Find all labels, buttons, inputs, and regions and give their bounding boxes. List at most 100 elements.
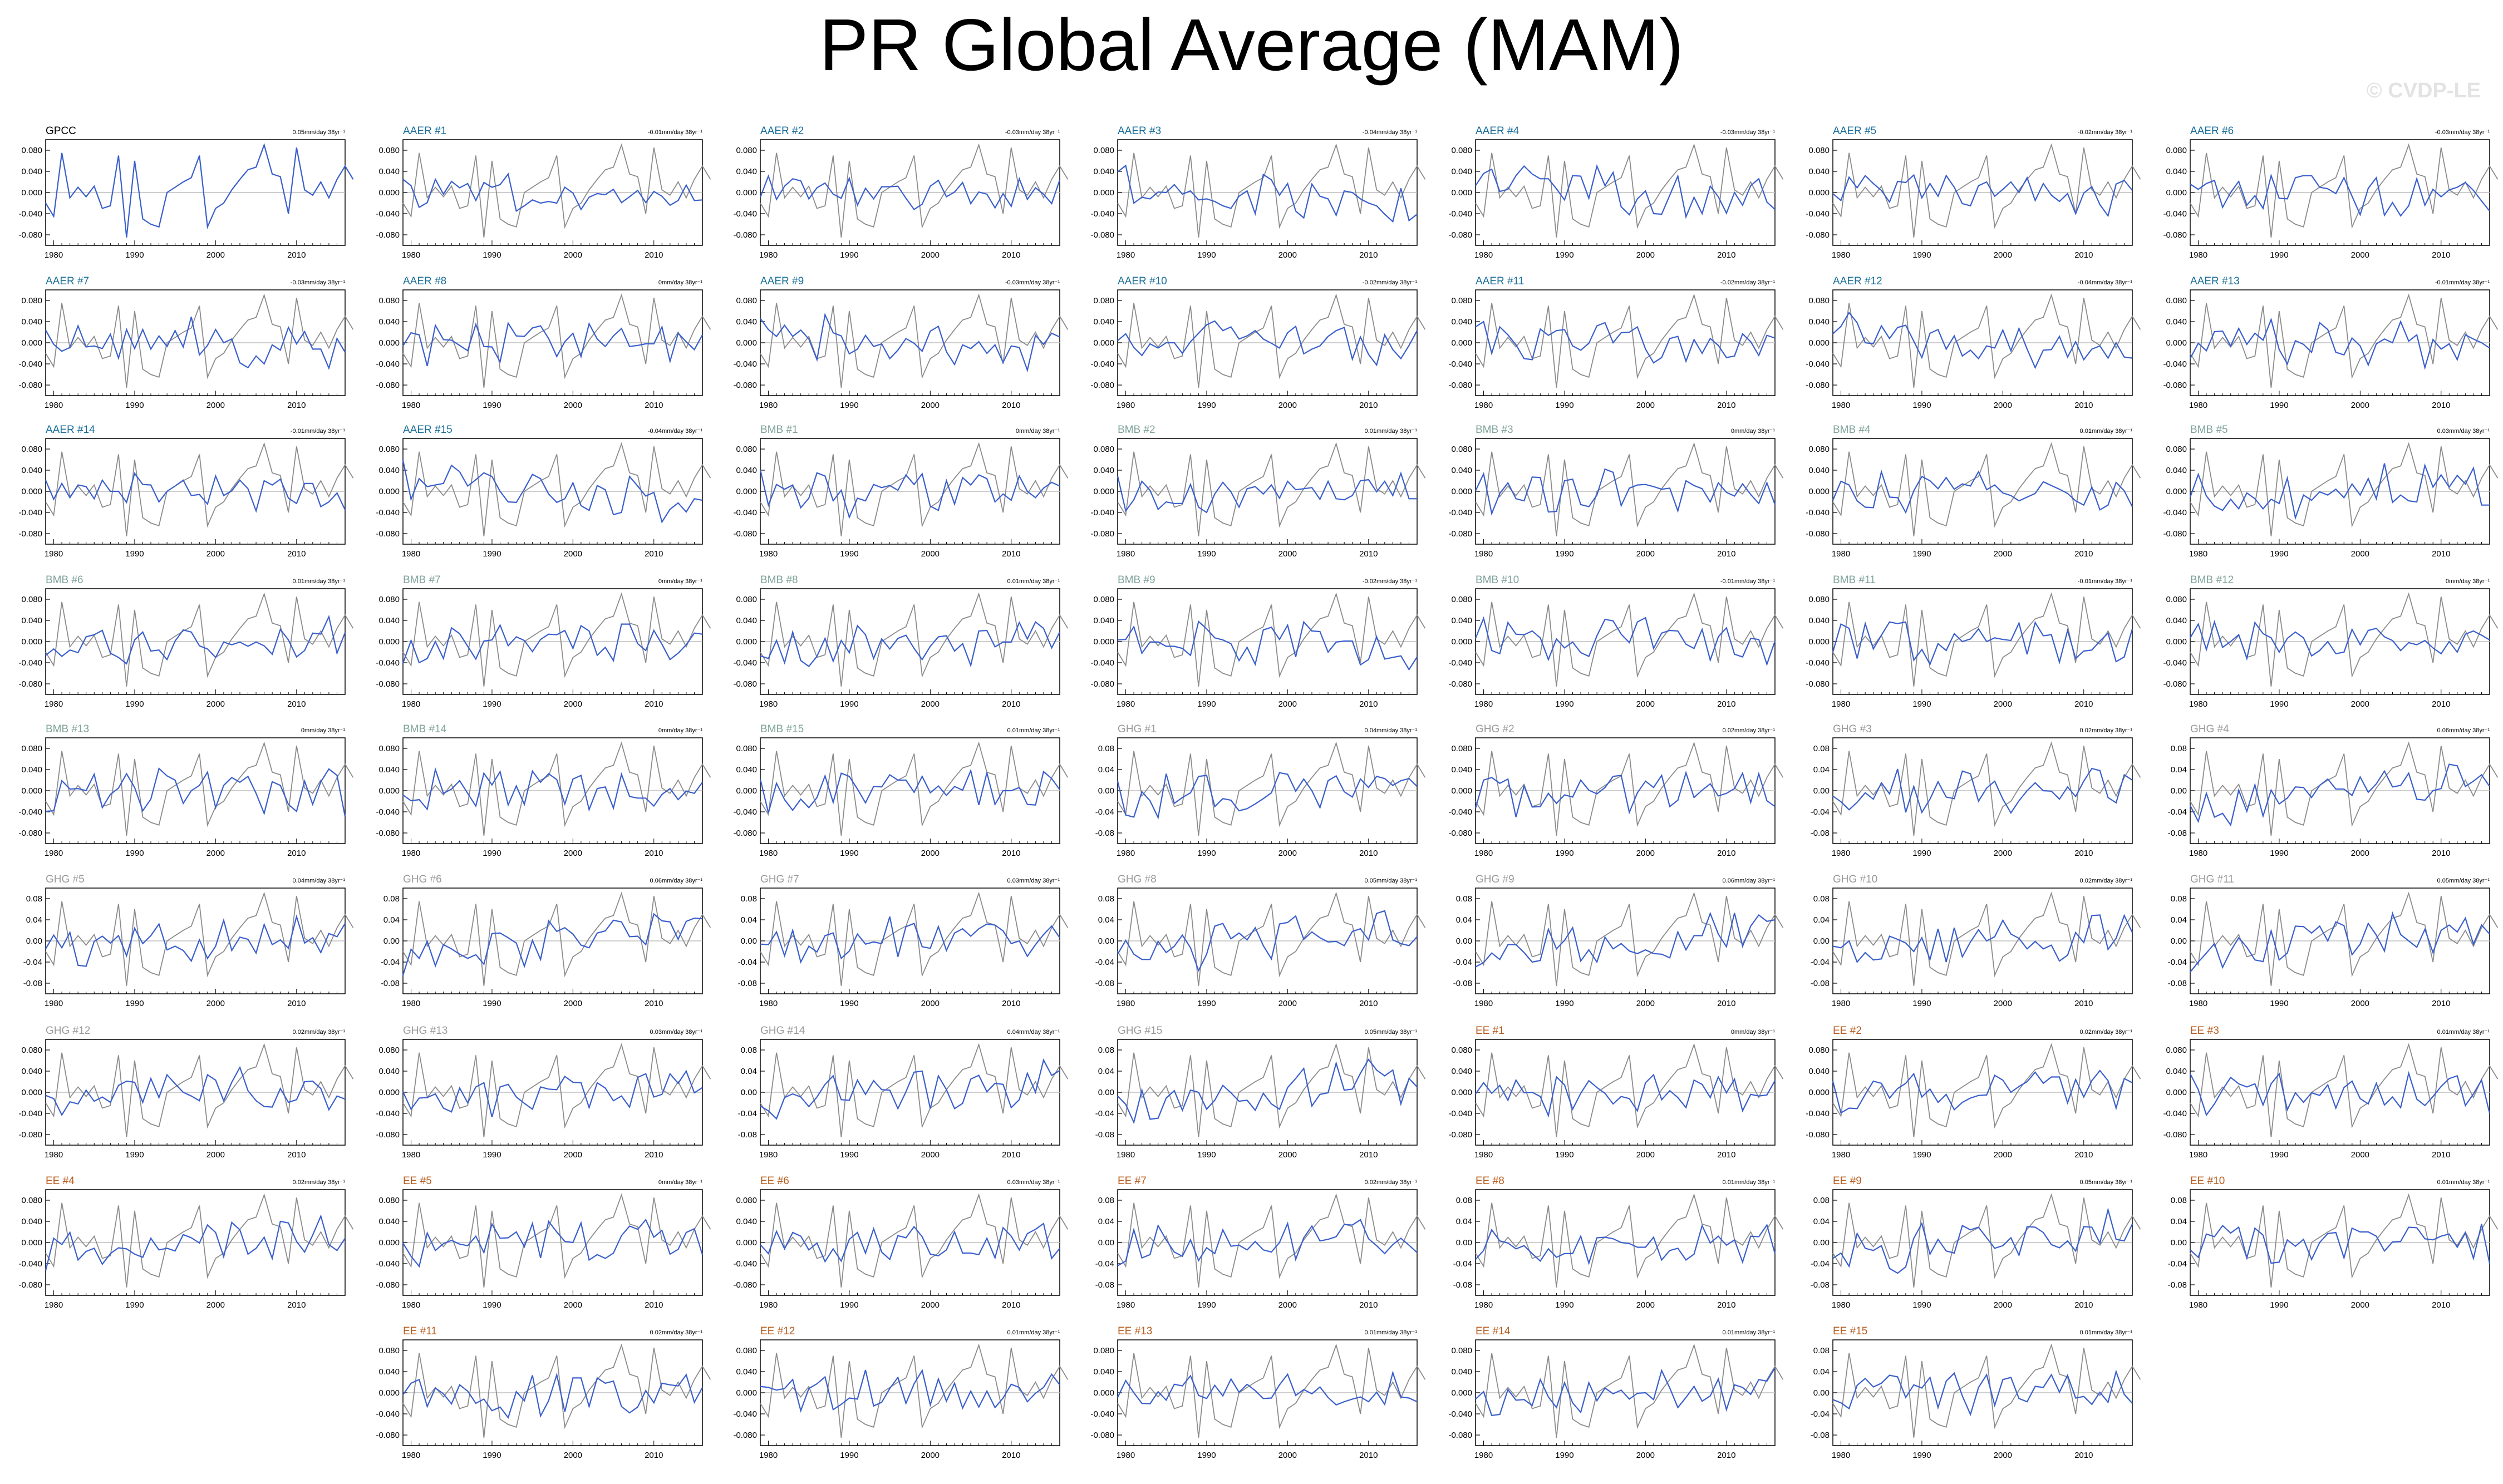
panel-trend-label: -0.02mm/day 38yr⁻¹ — [1720, 279, 1775, 286]
y-tick-label: -0.080 — [376, 829, 400, 838]
x-tick-label: 1990 — [840, 999, 858, 1008]
panel-ee-2: EE #2 0.02mm/day 38yr⁻¹ 0.080 0.040 0.000 -0.… — [1806, 1025, 2141, 1160]
y-tick-label: 0.040 — [1451, 1367, 1472, 1377]
x-tick-label: 2010 — [2432, 1300, 2450, 1310]
x-tick-label: 1990 — [840, 699, 858, 709]
x-tick-label: 2000 — [921, 999, 940, 1008]
y-tick-label: 0.080 — [1808, 595, 1830, 604]
y-tick-label: -0.040 — [2163, 508, 2187, 517]
x-tick-label: 1980 — [1474, 699, 1493, 709]
panel-trend-label: -0.01mm/day 38yr⁻¹ — [291, 428, 345, 435]
series-line-member — [1475, 321, 1776, 364]
x-tick-label: 2010 — [1717, 250, 1735, 260]
x-tick-label: 2010 — [1002, 250, 1020, 260]
y-tick-label: -0.080 — [1090, 1431, 1114, 1440]
y-tick-label: 0.040 — [21, 765, 42, 775]
series-line-observed — [1475, 592, 1784, 687]
x-tick-label: 2000 — [921, 1150, 940, 1160]
y-tick-label: -0.080 — [376, 1280, 400, 1290]
y-tick-label: 0.000 — [21, 1238, 42, 1248]
panel-ghg-13: GHG #13 0.03mm/day 38yr⁻¹ 0.080 0.040 0.000 -… — [376, 1025, 711, 1160]
panel-aaer-4: AAER #4 -0.03mm/day 38yr⁻¹ 0.080 0.040 0.000… — [1448, 125, 1784, 260]
series-line-observed — [2190, 891, 2499, 986]
y-tick-label: -0.04 — [1453, 958, 1472, 967]
panel-trend-label: 0.03mm/day 38yr⁻¹ — [1007, 1179, 1060, 1186]
x-tick-label: 1990 — [1197, 549, 1216, 559]
panel-trend-label: 0.06mm/day 38yr⁻¹ — [1723, 877, 1776, 884]
series-line-member — [402, 913, 703, 976]
x-tick-label: 2010 — [2074, 849, 2093, 858]
x-tick-label: 1990 — [1197, 849, 1216, 858]
y-tick-label: -0.040 — [1090, 658, 1114, 668]
x-tick-label: 1980 — [759, 401, 778, 410]
panel-bmb-6: BMB #6 0.01mm/day 38yr⁻¹ 0.080 0.040 0.000 -0… — [18, 574, 354, 709]
x-tick-label: 2000 — [1278, 849, 1297, 858]
x-tick-label: 1990 — [1912, 549, 1931, 559]
series-line-observed — [1475, 891, 1784, 986]
x-tick-label: 2000 — [206, 999, 225, 1008]
y-tick-label: 0.000 — [736, 188, 757, 198]
y-tick-label: 0.00 — [26, 936, 42, 946]
panel-title: GHG #1 — [1118, 723, 1157, 735]
y-tick-label: -0.040 — [376, 1109, 400, 1118]
y-tick-label: 0.080 — [378, 146, 400, 155]
x-tick-label: 1980 — [759, 1451, 778, 1460]
y-tick-label: 0.000 — [1451, 188, 1472, 198]
panel-trend-label: -0.02mm/day 38yr⁻¹ — [1363, 279, 1417, 286]
x-tick-label: 2010 — [2074, 999, 2093, 1008]
x-tick-label: 1990 — [1912, 849, 1931, 858]
y-tick-label: 0.040 — [2166, 167, 2187, 176]
panel-bmb-2: BMB #2 0.01mm/day 38yr⁻¹ 0.080 0.040 0.000 -0… — [1090, 424, 1426, 559]
x-tick-label: 1990 — [840, 401, 858, 410]
y-tick-label: 0.08 — [1813, 744, 1830, 753]
y-tick-label: -0.080 — [1806, 529, 1830, 539]
x-tick-label: 2000 — [921, 1451, 940, 1460]
x-tick-label: 2010 — [1359, 699, 1378, 709]
x-tick-label: 1980 — [2189, 1150, 2207, 1160]
x-tick-label: 2010 — [1002, 1451, 1020, 1460]
panel-trend-label: 0.05mm/day 38yr⁻¹ — [1365, 1029, 1418, 1036]
x-tick-label: 2000 — [2351, 250, 2369, 260]
x-tick-label: 2000 — [1636, 401, 1655, 410]
x-tick-label: 2010 — [1717, 699, 1735, 709]
x-tick-label: 2000 — [2351, 699, 2369, 709]
series-line-observed — [760, 1043, 1069, 1137]
x-tick-label: 2010 — [645, 699, 663, 709]
x-tick-label: 2010 — [287, 999, 306, 1008]
x-tick-label: 2010 — [287, 549, 306, 559]
y-tick-label: -0.08 — [1453, 1280, 1472, 1290]
series-line-member — [760, 1222, 1060, 1263]
series-line-member — [45, 1066, 346, 1117]
y-tick-label: 0.040 — [1093, 466, 1114, 475]
x-tick-label: 1980 — [1832, 1451, 1850, 1460]
x-tick-label: 2000 — [564, 999, 582, 1008]
y-tick-label: -0.080 — [18, 230, 42, 240]
y-tick-label: 0.040 — [1808, 317, 1830, 327]
series-line-member — [1832, 469, 2133, 514]
y-tick-label: -0.080 — [733, 829, 757, 838]
x-tick-label: 1980 — [402, 849, 420, 858]
y-tick-label: -0.080 — [1448, 529, 1472, 539]
x-tick-label: 2000 — [921, 401, 940, 410]
x-tick-label: 2000 — [1278, 999, 1297, 1008]
panel-title: AAER #12 — [1833, 275, 1882, 287]
y-tick-label: -0.04 — [1095, 1109, 1114, 1118]
panel-title: EE #5 — [403, 1175, 432, 1187]
y-tick-label: 0.08 — [741, 894, 757, 904]
y-tick-label: -0.040 — [1448, 807, 1472, 817]
panel-bmb-1: BMB #1 0mm/day 38yr⁻¹ 0.080 0.040 0.000 -0.04… — [733, 424, 1069, 559]
x-tick-label: 1990 — [2270, 1300, 2288, 1310]
panel-trend-label: 0.02mm/day 38yr⁻¹ — [1723, 727, 1776, 734]
x-tick-label: 2000 — [206, 401, 225, 410]
series-line-observed — [402, 891, 711, 986]
x-tick-label: 2000 — [921, 699, 940, 709]
y-tick-label: 0.080 — [2166, 1046, 2187, 1055]
y-tick-label: 0.000 — [1093, 487, 1114, 496]
panel-trend-label: 0mm/day 38yr⁻¹ — [658, 578, 702, 585]
y-tick-label: -0.080 — [1448, 230, 1472, 240]
panel-bmb-7: BMB #7 0mm/day 38yr⁻¹ 0.080 0.040 0.000 -0.04… — [376, 574, 711, 709]
panel-title: EE #9 — [1833, 1175, 1862, 1187]
y-tick-label: 0.040 — [378, 167, 400, 176]
panel-gpcc: GPCC 0.05mm/day 38yr⁻¹ 0.080 0.040 0.000 -0.0… — [18, 125, 354, 260]
y-tick-label: -0.08 — [1095, 979, 1114, 988]
